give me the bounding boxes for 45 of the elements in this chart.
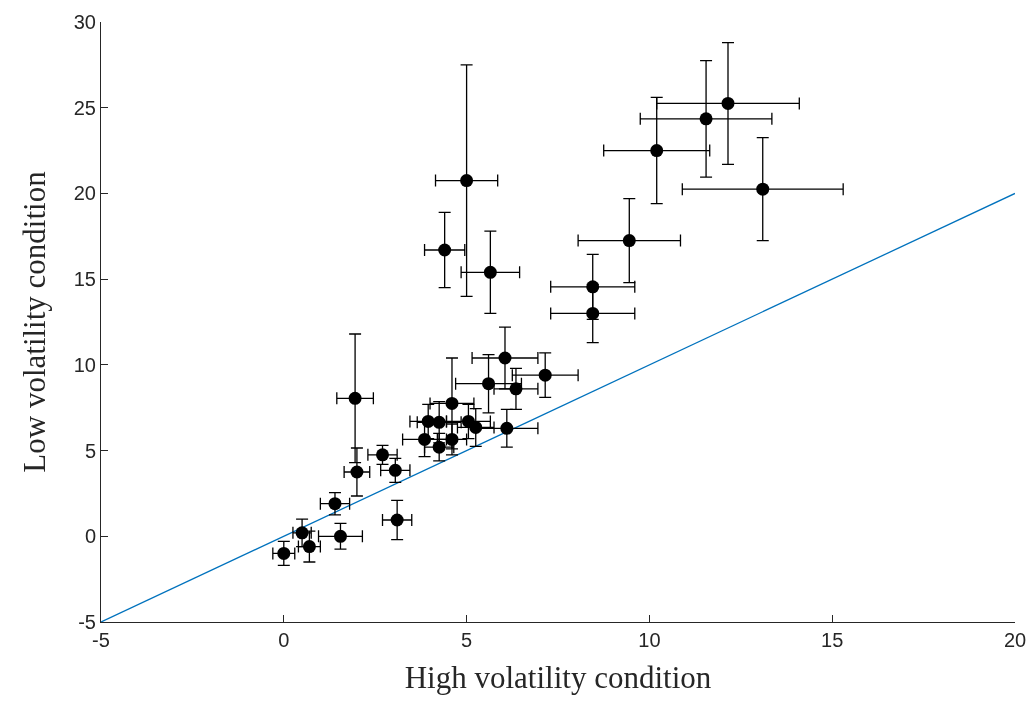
point — [438, 243, 452, 257]
y-tick-label: 15 — [73, 268, 96, 291]
point — [418, 432, 432, 446]
point — [445, 432, 459, 446]
y-tick-label: 20 — [73, 182, 96, 205]
point — [469, 420, 483, 434]
point — [328, 497, 342, 511]
y-tick-label: 5 — [84, 439, 96, 462]
point — [460, 174, 474, 188]
point — [348, 391, 362, 405]
point — [302, 540, 316, 554]
y-tick-label: 30 — [73, 11, 96, 33]
point — [277, 546, 291, 560]
point — [333, 529, 347, 543]
point — [721, 96, 735, 110]
point — [509, 382, 523, 396]
y-tick-label: 10 — [73, 353, 96, 376]
point — [538, 368, 552, 382]
x-tick-label: 5 — [461, 629, 473, 651]
x-tick-label: 15 — [821, 629, 844, 651]
point — [500, 421, 514, 435]
point — [421, 414, 435, 428]
point — [483, 265, 497, 279]
point — [498, 351, 512, 365]
point — [388, 463, 402, 477]
point — [482, 377, 496, 391]
x-axis-title: High volatility condition — [404, 660, 712, 696]
x-tick-label: 0 — [278, 629, 290, 651]
point — [699, 112, 713, 126]
y-tick-label: 0 — [84, 525, 96, 548]
point — [390, 513, 404, 527]
y-axis-title: Low volatility condition — [17, 170, 53, 473]
point — [432, 415, 446, 429]
point — [432, 440, 446, 454]
point — [350, 465, 364, 479]
point — [445, 396, 459, 410]
x-tick-label: 10 — [638, 629, 661, 651]
y-tick-label: -5 — [78, 611, 96, 633]
x-tick-label: 20 — [1003, 629, 1027, 651]
point — [586, 306, 600, 320]
point — [622, 234, 636, 248]
y-tick-label: 25 — [73, 96, 96, 119]
point — [650, 144, 664, 158]
point — [586, 280, 600, 294]
point — [756, 182, 770, 196]
